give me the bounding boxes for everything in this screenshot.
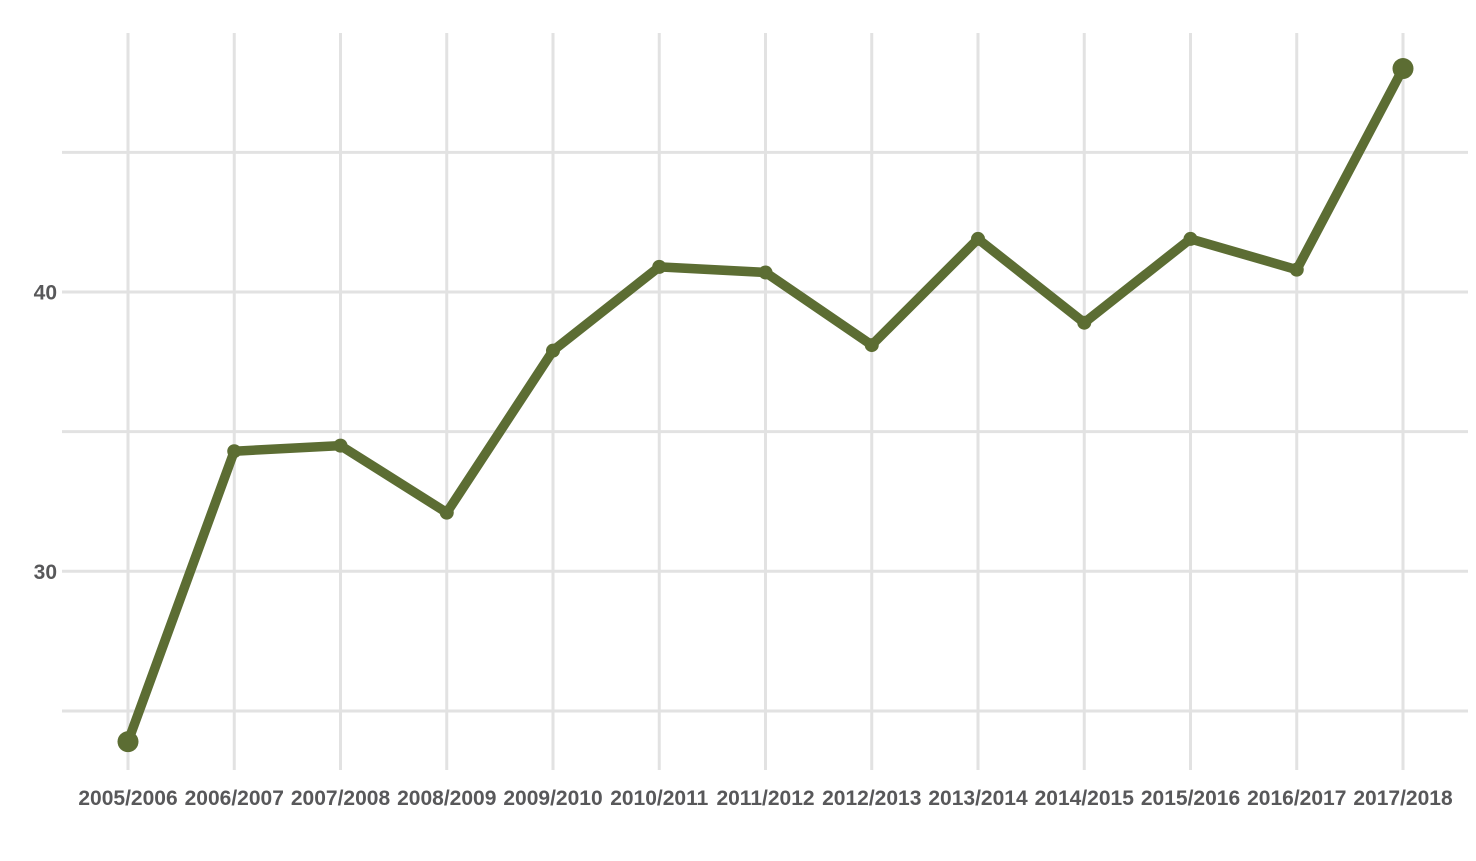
x-axis-tick-label: 2009/2010 [503,787,602,810]
data-point-marker [1392,58,1414,80]
data-point-marker [227,444,242,459]
x-axis-tick-label: 2013/2014 [928,787,1028,810]
x-axis-tick-label: 2005/2006 [78,787,177,810]
x-axis-tick-label: 2014/2015 [1035,787,1135,810]
data-point-marker [1289,262,1304,277]
data-point-marker [652,259,667,274]
data-point-marker [546,343,560,358]
y-axis-tick-label: 40 [34,282,57,305]
x-axis-tick-label: 2007/2008 [291,787,391,810]
x-axis-tick-label: 2015/2016 [1141,787,1240,810]
x-axis-tick-label: 2012/2013 [822,787,921,810]
x-axis-tick-label: 2006/2007 [185,787,284,810]
data-point-marker [1183,231,1198,246]
x-axis-tick-label: 2010/2011 [610,787,708,810]
data-point-marker [971,231,985,246]
x-axis-tick-label: 2008/2009 [397,787,496,810]
data-point-marker [758,265,773,280]
data-point-marker [333,438,348,453]
x-axis-tick-label: 2011/2012 [716,787,814,810]
data-point-marker [439,505,454,520]
data-point-marker [117,731,139,753]
x-axis-tick-label: 2016/2017 [1247,787,1346,810]
x-axis-tick-label: 2017/2018 [1353,787,1453,810]
y-axis-tick-label: 30 [34,561,57,584]
data-point-marker [1077,315,1092,330]
data-point-marker [864,338,879,353]
